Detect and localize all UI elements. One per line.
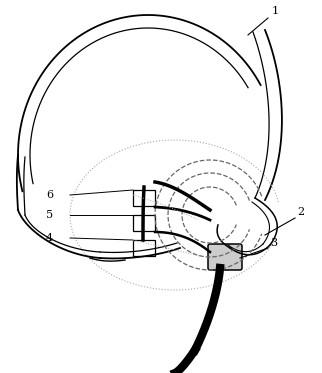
Bar bbox=[133, 190, 155, 206]
Text: 4: 4 bbox=[46, 233, 53, 243]
Bar bbox=[133, 215, 155, 231]
Text: 1: 1 bbox=[272, 6, 279, 16]
FancyBboxPatch shape bbox=[208, 244, 242, 270]
Text: 5: 5 bbox=[46, 210, 53, 220]
Text: 6: 6 bbox=[46, 190, 53, 200]
Text: 2: 2 bbox=[297, 207, 304, 217]
Bar bbox=[133, 240, 155, 256]
Text: 3: 3 bbox=[270, 238, 277, 248]
